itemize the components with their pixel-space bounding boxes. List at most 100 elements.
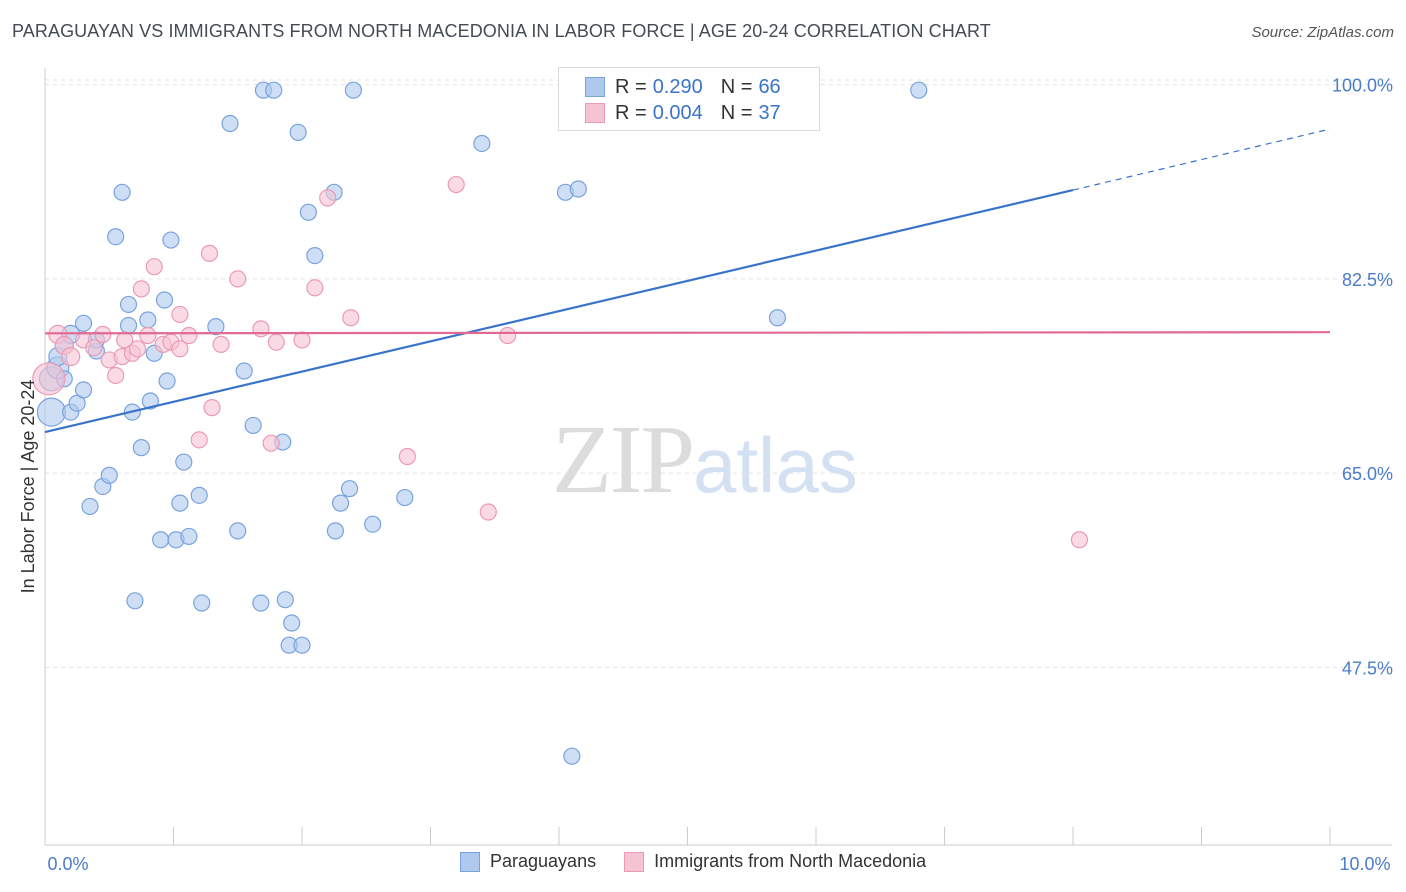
north-macedonia-point (94, 325, 112, 343)
paraguayans-point (132, 439, 150, 457)
paraguayans-point (193, 594, 211, 612)
series-legend-label: Paraguayans (490, 851, 597, 871)
y-axis-label: In Labor Force | Age 20-24 (18, 380, 38, 594)
north-macedonia-point (319, 189, 337, 207)
paraguayans-point (175, 453, 193, 471)
legend-r-value: 0.290 (652, 75, 703, 98)
north-macedonia-point (203, 399, 221, 417)
x-tick-label-min: 0.0% (47, 854, 88, 874)
paraguayans-point (244, 416, 262, 435)
paraguayans-point (326, 522, 345, 540)
paraguayans-point (36, 397, 67, 427)
paraguayans-point (569, 180, 587, 198)
legend-row-paraguayans: R = 0.290 N = 66 (585, 75, 781, 99)
watermark: ZIPatlas (552, 402, 858, 516)
paraguayans-point (162, 231, 180, 249)
paraguayans-point (344, 81, 362, 99)
north-macedonia-point (128, 340, 147, 358)
watermark-zip: ZIP (552, 406, 695, 514)
paraguayans-point (155, 291, 174, 309)
legend-row-north-macedonia: R = 0.004 N = 37 (585, 101, 781, 125)
paraguayans-point (265, 81, 283, 99)
x-tick-label-max: 10.0% (1339, 854, 1390, 874)
north-macedonia-point (212, 335, 230, 353)
paraguayans-point (340, 480, 359, 498)
north-macedonia-point (1070, 531, 1089, 549)
legend-r-label: R = (615, 75, 647, 98)
north-macedonia-point (342, 309, 360, 327)
paraguayans-point (293, 636, 311, 654)
series-legend-item-north-macedonia: Immigrants from North Macedonia (624, 851, 926, 872)
paraguayans-point (910, 81, 928, 99)
paraguayans-point (289, 123, 307, 141)
axis-layer (44, 68, 1392, 846)
paraguayans-point (81, 497, 99, 516)
paraguayans-trendline (44, 189, 1074, 434)
chart-title: PARAGUAYAN VS IMMIGRANTS FROM NORTH MACE… (12, 21, 991, 41)
source-note: Source: ZipAtlas.com (1251, 24, 1394, 41)
paraguayans-point (100, 466, 118, 484)
paraguayans-point (252, 594, 270, 612)
paraguayans-point (331, 494, 350, 512)
paraguayans-point (74, 314, 93, 332)
paraguayans-point (396, 488, 414, 507)
paraguayans-point (207, 318, 225, 336)
y-tick-label: 65.0% (1342, 464, 1393, 484)
paraguayans-point (473, 134, 491, 153)
paraguayans-point (276, 591, 294, 609)
north-macedonia-point (145, 258, 163, 276)
north-macedonia-point (306, 279, 324, 297)
north-macedonia-point (180, 326, 198, 345)
series-legend-item-paraguayans: Paraguayans (460, 851, 596, 872)
legend-n-value: 37 (758, 101, 781, 124)
north-macedonia-point (252, 320, 270, 338)
paraguayans-point (221, 114, 239, 133)
paraguayans-point (107, 228, 125, 246)
north-macedonia-point (293, 331, 311, 349)
paraguayans-point (306, 246, 324, 265)
paraguayans-point (126, 592, 144, 610)
north-macedonia-point (132, 280, 150, 298)
north-macedonia-point (32, 362, 66, 396)
paraguayans-point (190, 486, 208, 504)
paraguayans-point (563, 747, 581, 765)
paraguayans-point (283, 614, 301, 632)
paraguayans-point (235, 362, 253, 380)
paraguayans-point (229, 522, 247, 540)
north-macedonia-point (267, 333, 285, 351)
legend-n-value: 66 (758, 75, 781, 98)
paraguayans-point (139, 311, 157, 329)
paraguayans-point (152, 531, 170, 549)
y-tick-label: 100.0% (1332, 76, 1393, 96)
paraguayans-point (180, 527, 198, 546)
north-macedonia-point (479, 503, 497, 521)
legend-r-value: 0.004 (652, 101, 703, 124)
legend-n-label: N = (720, 101, 753, 124)
paraguayans-point (74, 381, 93, 399)
paraguayans-point (119, 295, 138, 314)
north-macedonia-point (116, 331, 134, 349)
paraguayans-point (113, 183, 131, 201)
legend-r-label: R = (615, 101, 647, 124)
paraguayans-point (364, 515, 382, 533)
paraguayans-point (119, 316, 138, 335)
series-swatch-blue (460, 851, 480, 872)
watermark-atlas: atlas (693, 421, 858, 509)
series-legend: Paraguayans Immigrants from North Macedo… (460, 851, 954, 872)
north-macedonia-point (190, 431, 208, 449)
north-macedonia-point (262, 434, 280, 452)
paraguayans-point (158, 372, 176, 390)
north-macedonia-trendline (44, 331, 1331, 335)
correlation-legend: R = 0.290 N = 66 R = 0.004 N = 37 (558, 67, 820, 131)
north-macedonia-point (107, 366, 125, 385)
y-tick-label: 47.5% (1342, 658, 1393, 678)
north-macedonia-point (398, 447, 416, 466)
points-layer (32, 80, 1089, 765)
north-macedonia-point (85, 339, 103, 357)
north-macedonia-point (200, 244, 219, 262)
paraguayans-point (768, 309, 787, 327)
paraguayans-point (171, 494, 189, 512)
legend-swatch-pink (585, 103, 605, 123)
y-tick-label: 82.5% (1342, 270, 1393, 290)
